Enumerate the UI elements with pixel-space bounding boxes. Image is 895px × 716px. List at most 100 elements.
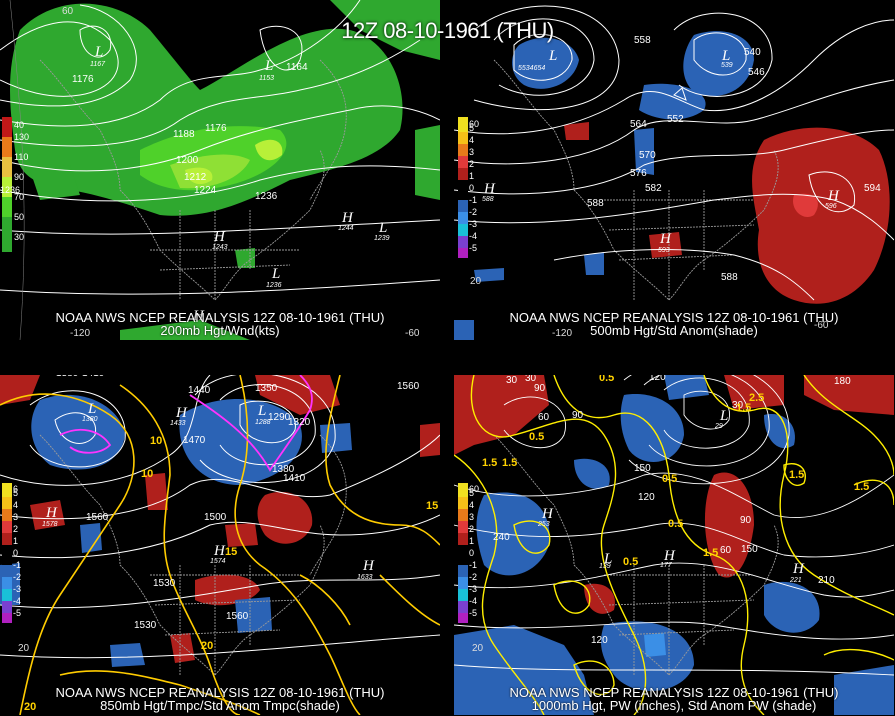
legend-label: 4 bbox=[13, 500, 18, 510]
center-type: L bbox=[87, 401, 96, 417]
pw-label: 0.5 bbox=[623, 556, 638, 568]
legend-label: -1 bbox=[469, 195, 477, 205]
contour-label: 1440 bbox=[188, 385, 211, 396]
legend-200mb: 130 110 90 70 50 30 1236 40 bbox=[0, 120, 29, 242]
contour-label: 1530 bbox=[134, 620, 157, 631]
center-value: 253 bbox=[537, 521, 550, 528]
center-value: 1288 bbox=[255, 419, 271, 426]
contour-label: 1380 bbox=[272, 464, 295, 475]
legend-label: 2 bbox=[469, 524, 474, 534]
contour-label: 552 bbox=[667, 114, 684, 125]
legend-label: -4 bbox=[469, 596, 477, 606]
center-type: H bbox=[483, 181, 496, 197]
map-200mb: 130 110 90 70 50 30 1236 40 1176 1188 12… bbox=[0, 0, 440, 340]
center-type: H bbox=[45, 505, 58, 521]
legend-label: 0 bbox=[469, 183, 474, 193]
contour-label: 594 bbox=[864, 183, 881, 194]
contour-label: 1188 bbox=[173, 129, 195, 140]
coord-label: -120 bbox=[70, 328, 90, 339]
contour-label: 558 bbox=[634, 35, 651, 46]
center-type: H bbox=[792, 561, 805, 577]
legend-label: 3 bbox=[469, 512, 474, 522]
legend-label: -2 bbox=[469, 572, 477, 582]
contour-label: 180 bbox=[834, 376, 851, 387]
contour-label: 582 bbox=[645, 183, 662, 194]
contour-label: 1500 bbox=[204, 512, 227, 523]
legend-label: -3 bbox=[13, 584, 21, 594]
legend-label: 1236 bbox=[0, 185, 20, 195]
panel-1000mb: 5 4 3 2 1 0 -1 -2 -3 -4 -5 60 30 90 60 9… bbox=[454, 375, 894, 715]
legend-label: -1 bbox=[13, 560, 21, 570]
pw-label: 1.5 bbox=[502, 457, 517, 469]
contour-label: 210 bbox=[818, 575, 835, 586]
contour-label: 90 bbox=[740, 515, 752, 526]
legend-500mb: 5 4 3 2 1 0 -1 -2 -3 -4 -5 60 bbox=[469, 119, 479, 253]
contour-label: 1320 bbox=[288, 417, 311, 428]
legend-label: 50 bbox=[14, 212, 24, 222]
legend-label: -2 bbox=[13, 572, 21, 582]
legend-label: 110 bbox=[14, 152, 28, 162]
panel-caption-field: 200mb Hgt/Wnd(kts) bbox=[160, 323, 280, 338]
contour-label: 1176 bbox=[72, 74, 94, 85]
contour-label: 1350 bbox=[255, 383, 278, 394]
contour-label: 120 bbox=[638, 492, 655, 503]
center-value: 1243 bbox=[212, 244, 228, 251]
pw-label: 0.5 bbox=[599, 375, 614, 384]
legend-label: 30 bbox=[14, 232, 24, 242]
center-value: 1633 bbox=[357, 574, 373, 581]
legend-label: -2 bbox=[469, 207, 477, 217]
center-type: L bbox=[271, 266, 280, 282]
contour-label: 1176 bbox=[205, 123, 227, 134]
coord-label: 60 bbox=[62, 6, 74, 17]
center-value: 1380 bbox=[82, 416, 98, 423]
contour-label: 1410 bbox=[283, 473, 306, 484]
center-value: 588 bbox=[482, 196, 494, 203]
isotherm-label: 15 bbox=[225, 546, 237, 558]
panel-caption-source: NOAA NWS NCEP REANALYSIS 12Z 08-10-1961 … bbox=[509, 685, 839, 700]
contour-label: 1560 bbox=[86, 512, 109, 523]
map-1000mb: 5 4 3 2 1 0 -1 -2 -3 -4 -5 60 30 90 60 9… bbox=[454, 375, 894, 715]
pw-label: 1.5 bbox=[789, 469, 804, 481]
center-type: H bbox=[659, 231, 672, 247]
coord-label: -60 bbox=[814, 320, 829, 331]
contour-label: 30 bbox=[506, 375, 518, 386]
contour-label: 1212 bbox=[184, 172, 207, 183]
center-value: 1578 bbox=[42, 521, 58, 528]
center-value: 221 bbox=[789, 577, 802, 584]
pw-label: 1.5 bbox=[736, 402, 751, 414]
panel-850mb: 5 4 3 2 1 0 -1 -2 -3 -4 -5 6 1380 1410 1… bbox=[0, 375, 440, 715]
contour-label: 1164 bbox=[286, 62, 308, 73]
legend-label: -3 bbox=[469, 584, 477, 594]
center-type: L bbox=[378, 220, 387, 236]
contour-label: 1410 bbox=[82, 375, 105, 379]
center-value: 1239 bbox=[374, 235, 390, 242]
contour-label: 60 bbox=[720, 545, 732, 556]
main-title: 12Z 08-10-1961 (THU) bbox=[341, 18, 554, 43]
legend-label: 1 bbox=[469, 171, 474, 181]
coord-label: -120 bbox=[552, 328, 572, 339]
center-value: 29 bbox=[714, 423, 723, 430]
center-type: H bbox=[213, 229, 226, 245]
contour-label: 540 bbox=[744, 47, 761, 58]
coord-label: 20 bbox=[472, 643, 484, 654]
legend-label: -5 bbox=[469, 243, 477, 253]
center-value: 1153 bbox=[259, 75, 274, 82]
panel-500mb: 5 4 3 2 1 0 -1 -2 -3 -4 -5 60 558 564 55… bbox=[454, 0, 894, 340]
contour-label: 1380 bbox=[56, 375, 79, 379]
legend-label: 1 bbox=[13, 536, 18, 546]
center-type: H bbox=[192, 308, 205, 324]
center-type: L bbox=[257, 403, 266, 419]
legend-label: 5 bbox=[469, 488, 474, 498]
center-type: L bbox=[721, 48, 730, 64]
legend-label: 2 bbox=[13, 524, 18, 534]
center-value: 539 bbox=[721, 62, 733, 69]
panel-200mb: 130 110 90 70 50 30 1236 40 1176 1188 12… bbox=[0, 0, 440, 340]
pw-label: 0.5 bbox=[529, 431, 544, 443]
contour-label: 1530 bbox=[153, 578, 176, 589]
contour-label: 120 bbox=[591, 635, 608, 646]
legend-label: 130 bbox=[14, 132, 29, 142]
contour-label: 1236 bbox=[255, 191, 278, 202]
contour-label: 1560 bbox=[226, 611, 249, 622]
legend-label: 4 bbox=[469, 500, 474, 510]
contour-label: 588 bbox=[587, 198, 604, 209]
